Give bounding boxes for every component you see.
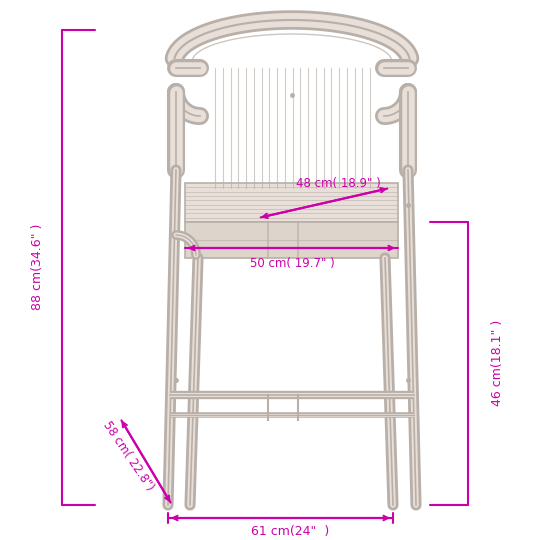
Polygon shape (185, 222, 398, 258)
Text: 48 cm( 18.9" ): 48 cm( 18.9" ) (295, 177, 380, 190)
Text: 61 cm(24"  ): 61 cm(24" ) (251, 525, 329, 538)
Polygon shape (185, 183, 398, 222)
Text: 58 cm( 22.8"): 58 cm( 22.8") (100, 419, 156, 493)
Text: 46 cm(18.1" ): 46 cm(18.1" ) (490, 320, 503, 406)
Text: 88 cm(34.6" ): 88 cm(34.6" ) (31, 224, 44, 310)
Text: 50 cm( 19.7" ): 50 cm( 19.7" ) (249, 256, 334, 269)
